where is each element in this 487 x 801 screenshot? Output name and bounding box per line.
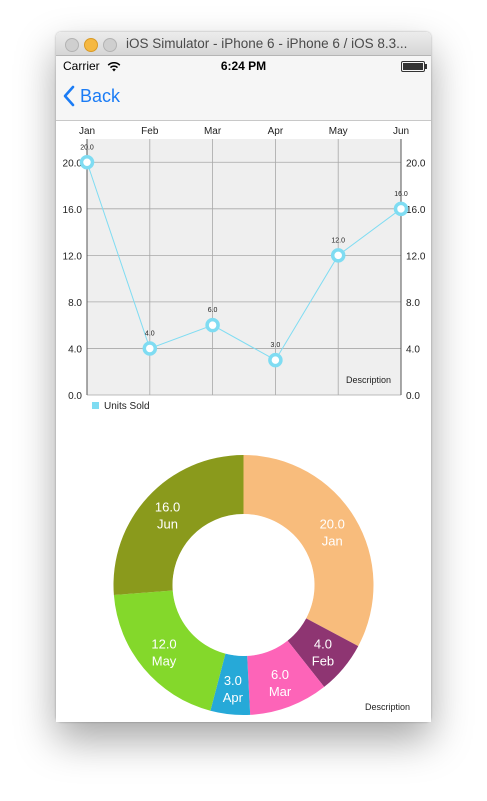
device-screen: Carrier 6:24 PM Back 0.0 0.0 4.0 4.0 8.0 8.0 1… (56, 56, 431, 722)
pie-slice-may (113, 590, 226, 711)
data-point (393, 201, 409, 217)
y-tick-label-left: 4.0 (68, 344, 82, 355)
donut-hole (180, 522, 307, 648)
pie-chart-description: Description (365, 702, 410, 712)
data-value-label: 4.0 (145, 330, 155, 337)
pie-slice-label: Feb (312, 653, 334, 668)
pie-value-label: 3.0 (224, 673, 242, 688)
y-tick-label-right: 16.0 (406, 205, 426, 216)
pie-slice-label: Apr (223, 690, 244, 705)
y-tick-label-right: 0.0 (406, 391, 420, 402)
x-tick-label: Feb (141, 126, 159, 137)
pie-value-label: 12.0 (151, 636, 176, 651)
pie-value-label: 6.0 (271, 667, 289, 682)
x-tick-label: Jun (393, 126, 409, 137)
y-tick-label-right: 4.0 (406, 344, 420, 355)
x-tick-label: Apr (268, 126, 284, 137)
back-label: Back (80, 85, 121, 106)
pie-slice-jun (113, 455, 244, 596)
data-value-label: 12.0 (331, 237, 345, 244)
legend-label-units-sold: Units Sold (104, 401, 150, 412)
pie-value-label: 16.0 (155, 500, 180, 515)
window-title: iOS Simulator - iPhone 6 - iPhone 6 / iO… (126, 36, 408, 51)
navigation-bar: Carrier 6:24 PM Back (56, 56, 431, 121)
y-tick-label-left: 16.0 (63, 205, 83, 216)
legend-swatch-units-sold (92, 402, 99, 409)
pie-slice-feb (287, 618, 359, 687)
data-value-label: 6.0 (208, 307, 218, 314)
minimize-window-button[interactable] (84, 38, 98, 52)
y-tick-label-left: 12.0 (63, 251, 83, 262)
data-point (268, 352, 283, 368)
simulator-window: iOS Simulator - iPhone 6 - iPhone 6 / iO… (56, 32, 431, 722)
chevron-left-icon (63, 85, 75, 107)
battery-icon (401, 61, 427, 72)
y-tick-label-left: 8.0 (68, 298, 82, 309)
pie-slice-label: Jan (322, 534, 343, 549)
data-value-label: 16.0 (394, 191, 408, 198)
y-tick-label-left: 20.0 (63, 158, 83, 169)
wifi-icon (107, 59, 121, 77)
donut-hole-ring (172, 514, 315, 656)
back-button[interactable]: Back (63, 84, 120, 108)
pie-slice-label: May (152, 653, 177, 668)
status-time: 6:24 PM (220, 59, 267, 73)
x-tick-label: Mar (204, 126, 222, 137)
pie-slice-label: Jun (157, 517, 178, 532)
pie-slice-apr (210, 653, 251, 715)
series-line-units-sold (86, 162, 402, 361)
close-window-button[interactable] (65, 38, 79, 52)
zoom-window-button[interactable] (103, 38, 117, 52)
data-point (205, 317, 220, 333)
data-point (330, 248, 346, 263)
pie-slice-jan (243, 455, 374, 647)
y-tick-label-right: 12.0 (406, 251, 426, 262)
y-tick-label-left: 0.0 (68, 391, 82, 402)
pie-value-label: 20.0 (320, 517, 345, 532)
line-chart-description: Description (346, 375, 391, 385)
data-value-label: 20.0 (80, 144, 94, 151)
x-tick-label: May (329, 126, 348, 137)
line-plot-area (87, 139, 401, 395)
window-titlebar: iOS Simulator - iPhone 6 - iPhone 6 / iO… (56, 32, 431, 56)
y-tick-label-right: 20.0 (406, 158, 426, 169)
y-tick-label-right: 8.0 (406, 298, 420, 309)
x-tick-label: Jan (79, 126, 95, 137)
data-point (79, 155, 95, 170)
pie-slice-label: Mar (269, 684, 292, 699)
data-value-label: 3.0 (271, 342, 281, 349)
pie-value-label: 4.0 (314, 636, 332, 651)
charts-canvas: 0.0 0.0 4.0 4.0 8.0 8.0 12.0 12.0 16.0 16.0 20.0 20… (63, 126, 426, 715)
carrier-label: Carrier (63, 59, 100, 73)
pie-slice-mar (247, 640, 325, 715)
data-point (142, 341, 158, 356)
